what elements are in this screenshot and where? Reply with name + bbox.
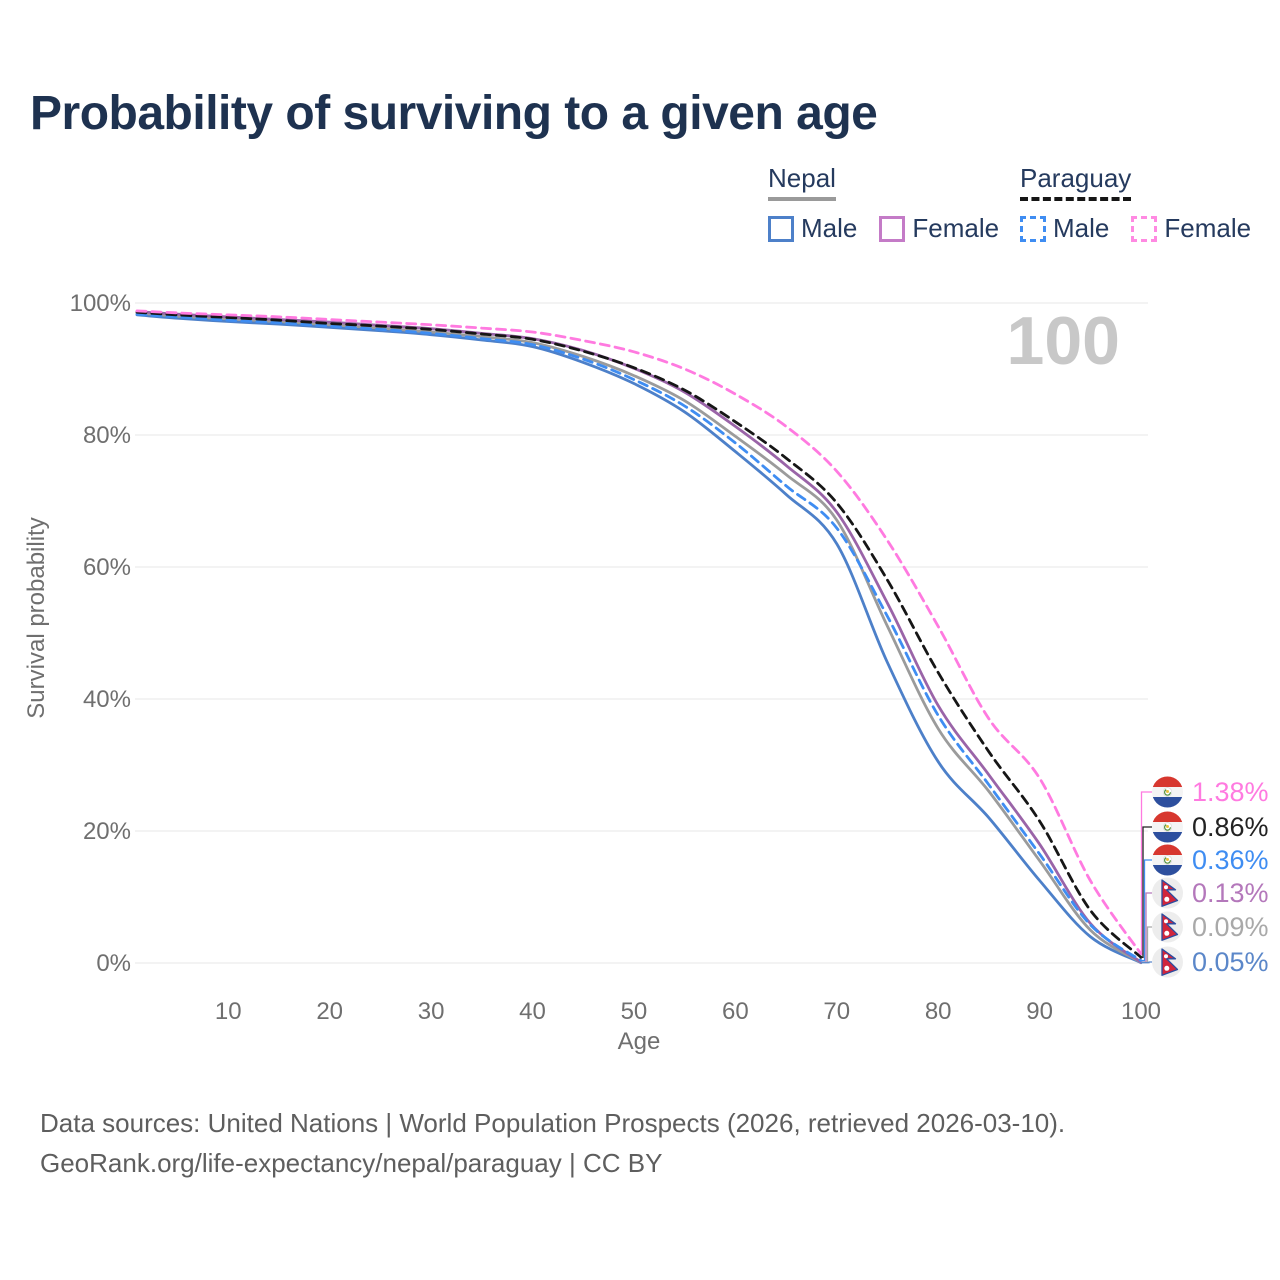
x-tick-label: 70 <box>823 998 850 1025</box>
nepal-flag-icon <box>1151 910 1184 944</box>
hovered-age-watermark: 100 <box>1007 303 1120 379</box>
x-tick-label: 100 <box>1121 998 1161 1025</box>
y-tick-label: 80% <box>83 422 131 449</box>
source-url[interactable]: GeoRank.org/life-expectancy/nepal/paragu… <box>40 1148 663 1178</box>
legend-item-label: Male <box>801 213 858 243</box>
legend-group-nepal: Nepal Male Female <box>768 163 999 244</box>
end-label-value-paraguay-both-sexes: 0.86% <box>1192 812 1269 842</box>
x-tick-label: 10 <box>215 998 242 1025</box>
series-line-paraguay-both-sexes[interactable] <box>135 310 1143 959</box>
paraguay-line-style-sample <box>1020 197 1132 201</box>
x-tick-label: 60 <box>722 998 749 1025</box>
series-line-paraguay-male[interactable] <box>135 312 1143 962</box>
series-line-nepal-female[interactable] <box>135 310 1143 964</box>
legend-item-nepal-female[interactable]: Female <box>879 213 999 244</box>
end-label-value-nepal-female: 0.13% <box>1192 878 1269 908</box>
paraguay-flag-icon <box>1152 812 1183 843</box>
y-tick-label: 60% <box>83 554 131 581</box>
legend-country-paraguay[interactable]: Paraguay <box>1020 163 1132 201</box>
grid-and-axes: 100% 80% 60% 40% 20% 0% 10 20 30 40 50 60 70 80 90 100 <box>70 290 1161 1025</box>
end-label-connector-paraguay-male <box>1141 859 1152 962</box>
paraguay-flag-icon <box>1152 845 1183 876</box>
y-tick-label: 40% <box>83 686 131 713</box>
legend-country-nepal[interactable]: Nepal <box>768 163 836 201</box>
legend-group-paraguay: Paraguay Male Female <box>1020 163 1251 244</box>
legend-country-label: Nepal <box>768 163 836 193</box>
legend-item-label: Female <box>1164 213 1252 243</box>
legend-country-label: Paraguay <box>1020 163 1132 193</box>
x-tick-label: 80 <box>925 998 952 1025</box>
paraguay-male-swatch-icon[interactable] <box>1020 215 1046 242</box>
end-value-labels: 1.38% 0.86%0.36%0.13% 0.09% 0.05% <box>1140 777 1269 979</box>
end-label-connector-paraguay-female <box>1140 791 1152 955</box>
paraguay-female-swatch-icon[interactable] <box>1131 215 1158 242</box>
x-tick-label: 90 <box>1026 998 1053 1025</box>
y-axis-title: Survival probability <box>23 517 50 718</box>
end-label-connector-paraguay-both-sexes <box>1141 826 1152 958</box>
y-tick-label: 100% <box>70 290 131 317</box>
end-label-value-nepal-both-sexes: 0.09% <box>1192 912 1269 942</box>
legend-item-label: Female <box>912 213 1000 243</box>
x-axis-title: Age <box>618 1028 661 1055</box>
y-tick-label: 0% <box>96 950 131 977</box>
x-tick-label: 50 <box>621 998 648 1025</box>
end-label-connector-nepal-male <box>1141 961 1152 964</box>
series-lines <box>135 309 1143 965</box>
end-label-value-paraguay-female: 1.38% <box>1192 777 1269 807</box>
legend-item-paraguay-male[interactable]: Male <box>1020 213 1109 244</box>
x-tick-label: 40 <box>519 998 546 1025</box>
legend-item-label: Male <box>1053 213 1110 243</box>
x-tick-label: 20 <box>316 998 343 1025</box>
end-label-value-paraguay-male: 0.36% <box>1192 845 1269 875</box>
series-line-nepal-both-sexes[interactable] <box>135 311 1143 964</box>
nepal-line-style-sample <box>768 197 836 201</box>
nepal-flag-icon <box>1151 876 1184 910</box>
series-line-nepal-male[interactable] <box>135 313 1143 965</box>
x-tick-label: 30 <box>418 998 445 1025</box>
series-line-paraguay-female[interactable] <box>135 309 1143 956</box>
legend-row-nepal: Male Female <box>768 213 999 244</box>
nepal-flag-icon <box>1151 945 1184 979</box>
legend-row-paraguay: Male Female <box>1020 213 1251 244</box>
page-title: Probability of surviving to a given age <box>30 87 878 140</box>
data-sources-note: Data sources: United Nations | World Pop… <box>40 1108 1066 1138</box>
nepal-male-swatch-icon[interactable] <box>768 215 794 242</box>
end-label-value-nepal-male: 0.05% <box>1192 947 1269 977</box>
nepal-female-swatch-icon[interactable] <box>879 215 906 242</box>
legend-item-nepal-male[interactable]: Male <box>768 213 857 244</box>
legend-item-paraguay-female[interactable]: Female <box>1131 213 1251 244</box>
paraguay-flag-icon <box>1152 777 1183 808</box>
y-tick-label: 20% <box>83 818 131 845</box>
